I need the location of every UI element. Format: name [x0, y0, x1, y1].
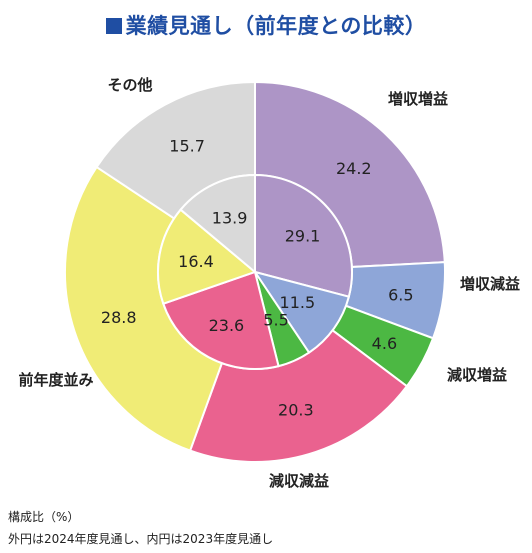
- outer-value-labels: 24.2 6.5 4.6 20.3 28.8 15.7: [101, 137, 414, 420]
- chart-title: 業績見通し（前年度との比較）: [0, 10, 532, 40]
- category-label-zoushu-genneki: 増収減益: [460, 275, 520, 293]
- inner-value-zoushu-zoueki: 29.1: [285, 226, 321, 245]
- outer-value-zoushu-genneki: 6.5: [388, 285, 413, 304]
- outer-value-zoushu-zoueki: 24.2: [336, 159, 372, 178]
- inner-slice-genshu-genneki: [162, 270, 280, 370]
- inner-ring: [157, 173, 353, 370]
- inner-value-labels: 29.1 11.55.5 23.6 16.4 13.9: [178, 209, 320, 335]
- title-square-icon: [105, 18, 122, 34]
- category-label-zoushu-zoueki: 増収増益: [388, 90, 448, 108]
- inner-value-sonota: 13.9: [212, 209, 248, 228]
- inner-slice-zennendo-nami: [157, 208, 257, 305]
- footnote-rings: 外円は2024年度見通し、内円は2023年度見通し: [8, 532, 274, 546]
- footnote-unit: 構成比（%）: [8, 510, 80, 524]
- outer-value-zennendo-nami: 28.8: [101, 308, 137, 327]
- outer-value-genshu-zoueki: 4.6: [372, 334, 397, 353]
- category-label-genshu-zoueki: 減収増益: [447, 366, 507, 384]
- category-label-genshu-genneki: 減収減益: [269, 472, 329, 490]
- inner-slice-sonota: [179, 173, 256, 275]
- outer-ring: [64, 80, 446, 463]
- category-label-sonota: その他: [107, 76, 152, 94]
- chart-title-text: 業績見通し（前年度との比較）: [125, 14, 427, 38]
- inner-value-zennendo-nami: 16.4: [178, 252, 214, 271]
- inner-value-genshu-genneki: 23.6: [209, 316, 245, 335]
- inner-slice-zoushu-zoueki: [254, 173, 353, 298]
- inner-value-genshu-zoueki: 5.5: [263, 311, 288, 330]
- category-label-zennendo-nami: 前年度並み: [18, 371, 93, 389]
- outer-value-genshu-genneki: 20.3: [278, 401, 314, 420]
- inner-value-zoushu-genneki: 11.5: [280, 293, 316, 312]
- outer-value-sonota: 15.7: [169, 137, 205, 156]
- inner-slice-zoushu-genneki: [252, 270, 351, 354]
